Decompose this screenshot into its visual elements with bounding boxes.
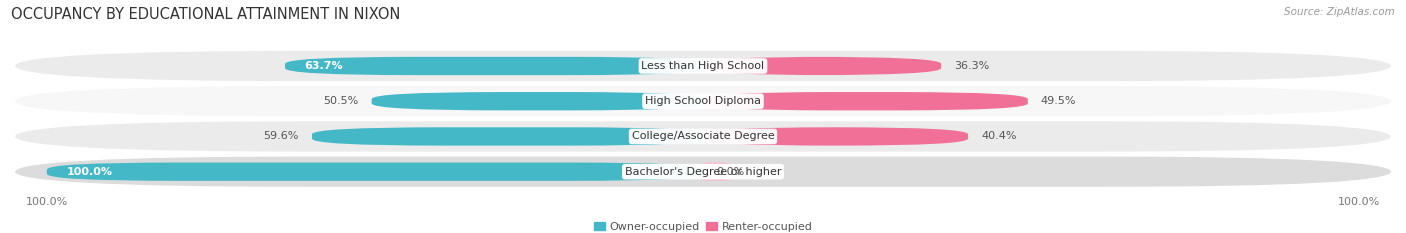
Text: 0.0%: 0.0% xyxy=(716,167,744,177)
Text: Less than High School: Less than High School xyxy=(641,61,765,71)
Text: 36.3%: 36.3% xyxy=(955,61,990,71)
FancyBboxPatch shape xyxy=(14,85,1392,117)
Text: Bachelor's Degree or higher: Bachelor's Degree or higher xyxy=(624,167,782,177)
FancyBboxPatch shape xyxy=(703,92,1028,110)
FancyBboxPatch shape xyxy=(285,57,703,75)
FancyBboxPatch shape xyxy=(371,92,703,110)
Text: 40.4%: 40.4% xyxy=(981,131,1017,141)
Text: 50.5%: 50.5% xyxy=(323,96,359,106)
FancyBboxPatch shape xyxy=(312,127,703,146)
FancyBboxPatch shape xyxy=(14,50,1392,82)
Text: 49.5%: 49.5% xyxy=(1040,96,1077,106)
Text: 63.7%: 63.7% xyxy=(305,61,343,71)
Text: 59.6%: 59.6% xyxy=(263,131,299,141)
FancyBboxPatch shape xyxy=(46,163,703,181)
FancyBboxPatch shape xyxy=(703,127,969,146)
Text: OCCUPANCY BY EDUCATIONAL ATTAINMENT IN NIXON: OCCUPANCY BY EDUCATIONAL ATTAINMENT IN N… xyxy=(11,7,401,22)
FancyBboxPatch shape xyxy=(703,57,941,75)
Text: College/Associate Degree: College/Associate Degree xyxy=(631,131,775,141)
FancyBboxPatch shape xyxy=(14,120,1392,153)
FancyBboxPatch shape xyxy=(703,163,730,181)
Legend: Owner-occupied, Renter-occupied: Owner-occupied, Renter-occupied xyxy=(589,217,817,233)
Text: 100.0%: 100.0% xyxy=(66,167,112,177)
Text: High School Diploma: High School Diploma xyxy=(645,96,761,106)
FancyBboxPatch shape xyxy=(14,155,1392,188)
Text: Source: ZipAtlas.com: Source: ZipAtlas.com xyxy=(1284,7,1395,17)
